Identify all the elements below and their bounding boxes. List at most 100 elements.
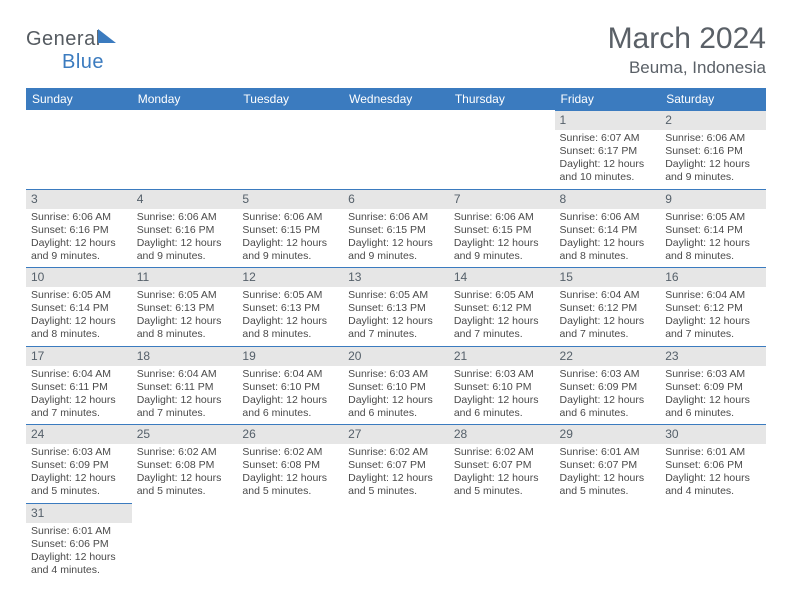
day-number: 20 xyxy=(343,346,449,366)
day-number: 4 xyxy=(132,189,238,209)
daylight-line: Daylight: 12 hours and 9 minutes. xyxy=(348,237,444,263)
day-number: 11 xyxy=(132,267,238,287)
daylight-line: Daylight: 12 hours and 8 minutes. xyxy=(31,315,127,341)
calendar-cell: 13Sunrise: 6:05 AMSunset: 6:13 PMDayligh… xyxy=(343,267,449,346)
sunset-line: Sunset: 6:11 PM xyxy=(137,381,233,394)
day-body: Sunrise: 6:04 AMSunset: 6:11 PMDaylight:… xyxy=(26,366,132,425)
calendar-cell: 9Sunrise: 6:05 AMSunset: 6:14 PMDaylight… xyxy=(660,189,766,268)
sunrise-line: Sunrise: 6:05 AM xyxy=(137,289,233,302)
page-title: March 2024 xyxy=(608,22,766,56)
day-number: 23 xyxy=(660,346,766,366)
day-number: 2 xyxy=(660,110,766,130)
header-row: General Blue March 2024 Beuma, Indonesia xyxy=(26,22,766,78)
calendar-cell: 8Sunrise: 6:06 AMSunset: 6:14 PMDaylight… xyxy=(555,189,661,268)
sunrise-line: Sunrise: 6:02 AM xyxy=(348,446,444,459)
calendar-cell-empty xyxy=(132,110,238,189)
day-body: Sunrise: 6:02 AMSunset: 6:08 PMDaylight:… xyxy=(237,444,343,503)
calendar-cell-empty xyxy=(449,110,555,189)
calendar-cell: 12Sunrise: 6:05 AMSunset: 6:13 PMDayligh… xyxy=(237,267,343,346)
sunset-line: Sunset: 6:17 PM xyxy=(560,145,656,158)
day-number: 29 xyxy=(555,424,661,444)
daylight-line: Daylight: 12 hours and 9 minutes. xyxy=(31,237,127,263)
calendar-cell: 6Sunrise: 6:06 AMSunset: 6:15 PMDaylight… xyxy=(343,189,449,268)
sunset-line: Sunset: 6:11 PM xyxy=(31,381,127,394)
day-body: Sunrise: 6:06 AMSunset: 6:14 PMDaylight:… xyxy=(555,209,661,268)
sunrise-line: Sunrise: 6:03 AM xyxy=(665,368,761,381)
day-body: Sunrise: 6:03 AMSunset: 6:09 PMDaylight:… xyxy=(555,366,661,425)
day-number: 8 xyxy=(555,189,661,209)
day-number: 25 xyxy=(132,424,238,444)
sunrise-line: Sunrise: 6:04 AM xyxy=(665,289,761,302)
sunrise-line: Sunrise: 6:04 AM xyxy=(31,368,127,381)
day-body: Sunrise: 6:02 AMSunset: 6:07 PMDaylight:… xyxy=(343,444,449,503)
sunrise-line: Sunrise: 6:05 AM xyxy=(31,289,127,302)
sunset-line: Sunset: 6:10 PM xyxy=(348,381,444,394)
calendar-cell: 11 Sunrise: 6:05 AMSunset: 6:13 PMDayligh… xyxy=(132,267,238,346)
sunrise-line: Sunrise: 6:03 AM xyxy=(348,368,444,381)
day-body: Sunrise: 6:06 AMSunset: 6:15 PMDaylight:… xyxy=(237,209,343,268)
sunset-line: Sunset: 6:15 PM xyxy=(242,224,338,237)
day-number: 26 xyxy=(237,424,343,444)
sunset-line: Sunset: 6:12 PM xyxy=(665,302,761,315)
sunrise-line: Sunrise: 6:06 AM xyxy=(137,211,233,224)
calendar-cell: 3Sunrise: 6:06 AMSunset: 6:16 PMDaylight… xyxy=(26,189,132,268)
daylight-line: Daylight: 12 hours and 4 minutes. xyxy=(31,551,127,577)
daylight-line: Daylight: 12 hours and 7 minutes. xyxy=(31,394,127,420)
sunrise-line: Sunrise: 6:06 AM xyxy=(31,211,127,224)
calendar-row: 24Sunrise: 6:03 AMSunset: 6:09 PMDayligh… xyxy=(26,424,766,503)
daylight-line: Daylight: 12 hours and 8 minutes. xyxy=(665,237,761,263)
day-body: Sunrise: 6:07 AMSunset: 6:17 PMDaylight:… xyxy=(555,130,661,189)
daylight-line: Daylight: 12 hours and 5 minutes. xyxy=(348,472,444,498)
day-body: Sunrise: 6:06 AMSunset: 6:15 PMDaylight:… xyxy=(343,209,449,268)
calendar-cell: 5Sunrise: 6:06 AMSunset: 6:15 PMDaylight… xyxy=(237,189,343,268)
day-body: Sunrise: 6:05 AMSunset: 6:14 PMDaylight:… xyxy=(660,209,766,268)
day-body: Sunrise: 6:05 AMSunset: 6:14 PMDaylight:… xyxy=(26,287,132,346)
daylight-line: Daylight: 12 hours and 6 minutes. xyxy=(242,394,338,420)
daylight-line: Daylight: 12 hours and 6 minutes. xyxy=(348,394,444,420)
day-body: Sunrise: 6:02 AMSunset: 6:08 PMDaylight:… xyxy=(132,444,238,503)
calendar-cell: 25Sunrise: 6:02 AMSunset: 6:08 PMDayligh… xyxy=(132,424,238,503)
daylight-line: Daylight: 12 hours and 5 minutes. xyxy=(454,472,550,498)
sunset-line: Sunset: 6:13 PM xyxy=(137,302,233,315)
location-text: Beuma, Indonesia xyxy=(608,58,766,78)
daylight-line: Daylight: 12 hours and 5 minutes. xyxy=(31,472,127,498)
calendar-cell-empty xyxy=(26,110,132,189)
calendar-cell: 31Sunrise: 6:01 AMSunset: 6:06 PMDayligh… xyxy=(26,503,132,582)
day-number: 12 xyxy=(237,267,343,287)
day-body: Sunrise: 6:04 AMSunset: 6:12 PMDaylight:… xyxy=(660,287,766,346)
day-body: Sunrise: 6:06 AMSunset: 6:16 PMDaylight:… xyxy=(660,130,766,189)
calendar-cell: 21Sunrise: 6:03 AMSunset: 6:10 PMDayligh… xyxy=(449,346,555,425)
calendar-cell: 4Sunrise: 6:06 AMSunset: 6:16 PMDaylight… xyxy=(132,189,238,268)
daylight-line: Daylight: 12 hours and 8 minutes. xyxy=(560,237,656,263)
day-body: Sunrise: 6:05 AMSunset: 6:12 PMDaylight:… xyxy=(449,287,555,346)
calendar-cell-empty xyxy=(237,110,343,189)
calendar-cell: 26Sunrise: 6:02 AMSunset: 6:08 PMDayligh… xyxy=(237,424,343,503)
day-number: 13 xyxy=(343,267,449,287)
day-body: Sunrise: 6:01 AMSunset: 6:06 PMDaylight:… xyxy=(660,444,766,503)
weekday-header: Monday xyxy=(132,88,238,110)
day-number: 14 xyxy=(449,267,555,287)
calendar-cell: 30Sunrise: 6:01 AMSunset: 6:06 PMDayligh… xyxy=(660,424,766,503)
day-number: 19 xyxy=(237,346,343,366)
sunrise-line: Sunrise: 6:04 AM xyxy=(242,368,338,381)
sunset-line: Sunset: 6:06 PM xyxy=(665,459,761,472)
weekday-header: Sunday xyxy=(26,88,132,110)
daylight-line: Daylight: 12 hours and 5 minutes. xyxy=(137,472,233,498)
weekday-header-row: SundayMondayTuesdayWednesdayThursdayFrid… xyxy=(26,88,766,110)
daylight-line: Daylight: 12 hours and 9 minutes. xyxy=(454,237,550,263)
calendar-cell: 7Sunrise: 6:06 AMSunset: 6:15 PMDaylight… xyxy=(449,189,555,268)
sunrise-line: Sunrise: 6:06 AM xyxy=(348,211,444,224)
daylight-line: Daylight: 12 hours and 8 minutes. xyxy=(137,315,233,341)
calendar-cell: 28Sunrise: 6:02 AMSunset: 6:07 PMDayligh… xyxy=(449,424,555,503)
title-block: March 2024 Beuma, Indonesia xyxy=(608,22,766,78)
daylight-line: Daylight: 12 hours and 6 minutes. xyxy=(560,394,656,420)
sunset-line: Sunset: 6:06 PM xyxy=(31,538,127,551)
day-body: Sunrise: 6:06 AMSunset: 6:16 PMDaylight:… xyxy=(26,209,132,268)
daylight-line: Daylight: 12 hours and 10 minutes. xyxy=(560,158,656,184)
sunrise-line: Sunrise: 6:01 AM xyxy=(560,446,656,459)
sunrise-line: Sunrise: 6:02 AM xyxy=(137,446,233,459)
calendar-cell: 27Sunrise: 6:02 AMSunset: 6:07 PMDayligh… xyxy=(343,424,449,503)
daylight-line: Daylight: 12 hours and 8 minutes. xyxy=(242,315,338,341)
sail-icon xyxy=(98,29,116,43)
day-number: 27 xyxy=(343,424,449,444)
